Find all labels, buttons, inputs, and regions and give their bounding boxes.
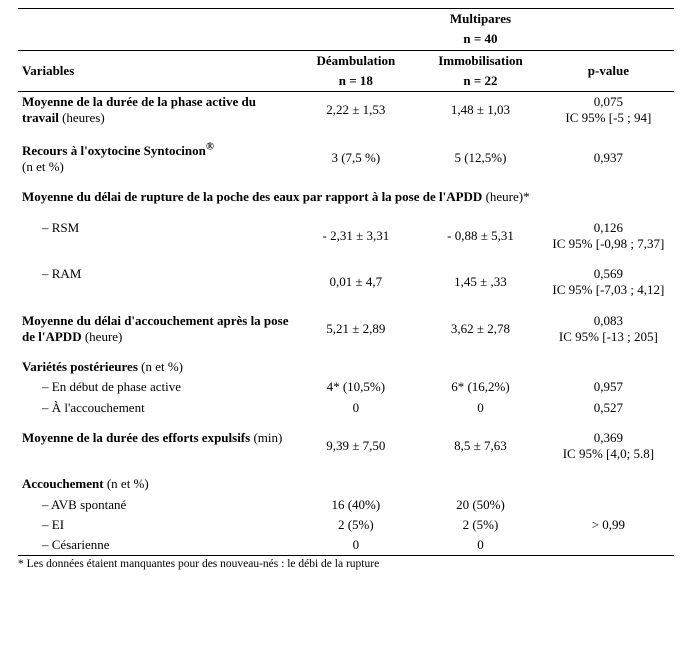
row-label: Recours à l'oxytocine Syntocinon® (n et … — [18, 139, 294, 178]
cell-pvalue: 0,083IC 95% [-13 ; 205] — [543, 311, 674, 348]
col-deamb-n: n = 18 — [294, 71, 419, 92]
col-immob: Immobilisation — [418, 50, 543, 71]
cell-value: 3,62 ± 2,78 — [418, 311, 543, 348]
table-footnote: * Les données étaient manquantes pour de… — [18, 558, 674, 572]
cell-value: 1,48 ± 1,03 — [418, 92, 543, 129]
cell-value: 0 — [294, 535, 419, 556]
table-page: Multipares n = 40 Variables Déambulation… — [0, 0, 692, 576]
cell-value: 0 — [418, 535, 543, 556]
cell-value: 2 (5%) — [418, 515, 543, 535]
cell-value: 3 (7,5 %) — [294, 139, 419, 178]
row-label: Moyenne du délai d'accouchement après la… — [18, 311, 294, 348]
cell-value: 16 (40%) — [294, 495, 419, 515]
col-pvalue: p-value — [543, 50, 674, 92]
col-deamb: Déambulation — [294, 50, 419, 71]
cell-pvalue: 0,369IC 95% [4,0; 5.8] — [543, 428, 674, 465]
col-variables: Variables — [18, 50, 294, 92]
cell-value: 5,21 ± 2,89 — [294, 311, 419, 348]
cell-value: 2,22 ± 1,53 — [294, 92, 419, 129]
sub-row-label: RSM — [18, 218, 294, 255]
cell-value: 8,5 ± 7,63 — [418, 428, 543, 465]
cell-pvalue: 0,957 — [543, 377, 674, 397]
results-table: Multipares n = 40 Variables Déambulation… — [18, 8, 674, 556]
cell-value: 5 (12,5%) — [418, 139, 543, 178]
sub-row-label: Césarienne — [18, 535, 294, 556]
cell-value: 0,01 ± 4,7 — [294, 264, 419, 301]
cell-value: 6* (16,2%) — [418, 377, 543, 397]
group-n: n = 40 — [418, 29, 543, 50]
cell-value: 0 — [418, 398, 543, 418]
cell-value: 1,45 ± ,33 — [418, 264, 543, 301]
sub-row-label: EI — [18, 515, 294, 535]
cell-value: - 0,88 ± 5,31 — [418, 218, 543, 255]
cell-value: 2 (5%) — [294, 515, 419, 535]
row-label: Moyenne de la durée de la phase active d… — [18, 92, 294, 129]
cell-pvalue: 0,527 — [543, 398, 674, 418]
sub-row-label: RAM — [18, 264, 294, 301]
cell-value: 0 — [294, 398, 419, 418]
row-label: Accouchement (n et %) — [18, 474, 674, 494]
cell-pvalue: 0,126IC 95% [-0,98 ; 7,37] — [543, 218, 674, 255]
cell-pvalue: > 0,99 — [543, 495, 674, 556]
sub-row-label: AVB spontané — [18, 495, 294, 515]
row-label: Moyenne de la durée des efforts expulsif… — [18, 428, 294, 465]
col-immob-n: n = 22 — [418, 71, 543, 92]
group-title: Multipares — [418, 9, 543, 30]
cell-pvalue: 0,075IC 95% [-5 ; 94] — [543, 92, 674, 129]
sub-row-label: À l'accouchement — [18, 398, 294, 418]
cell-pvalue: 0,569IC 95% [-7,03 ; 4,12] — [543, 264, 674, 301]
row-label: Variétés postérieures (n et %) — [18, 357, 674, 377]
cell-value: 20 (50%) — [418, 495, 543, 515]
row-label: Moyenne du délai de rupture de la poche … — [18, 187, 674, 207]
cell-value: 4* (10,5%) — [294, 377, 419, 397]
cell-value: 9,39 ± 7,50 — [294, 428, 419, 465]
cell-value: - 2,31 ± 3,31 — [294, 218, 419, 255]
cell-pvalue: 0,937 — [543, 139, 674, 178]
sub-row-label: En début de phase active — [18, 377, 294, 397]
